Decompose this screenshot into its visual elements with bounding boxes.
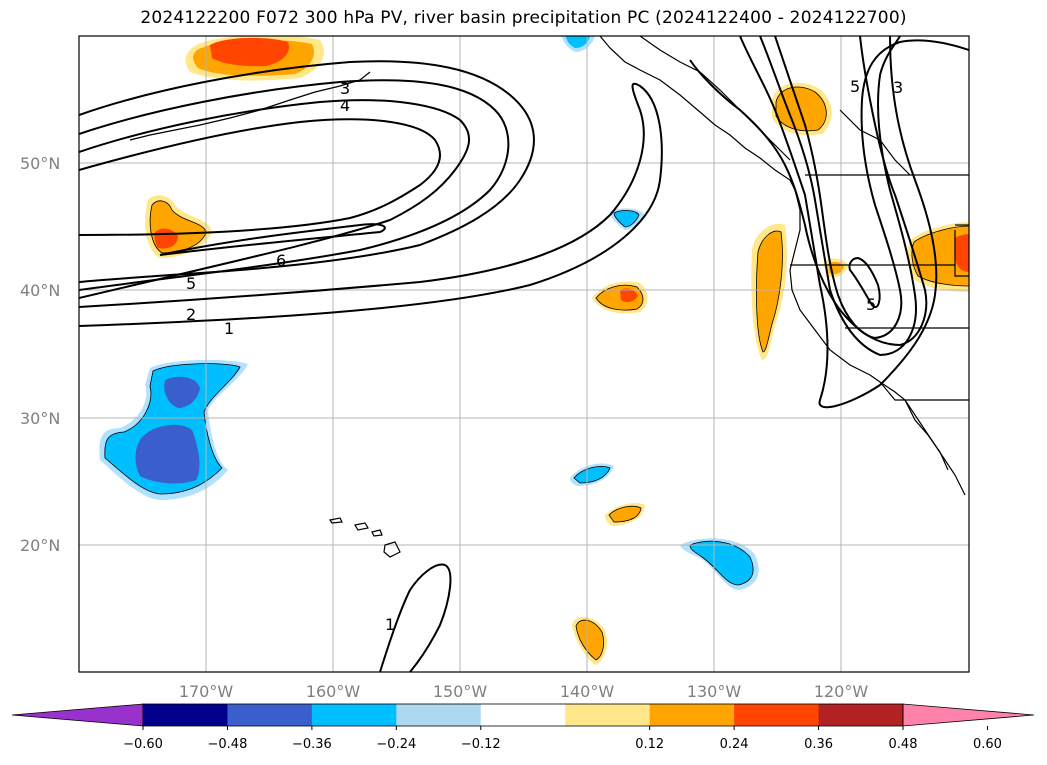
lon-label: 160°W <box>306 682 361 701</box>
lon-label: 130°W <box>687 682 742 701</box>
colorbar-tick-label: 0.12 <box>635 737 664 752</box>
contour-label: 3 <box>893 78 903 97</box>
colorbar-segment <box>565 704 651 726</box>
contour-label: 6 <box>276 251 286 270</box>
colorbar-tick-label: −0.60 <box>123 737 163 752</box>
lat-label: 30°N <box>20 409 60 428</box>
lon-label: 170°W <box>179 682 234 701</box>
lon-label: 120°W <box>814 682 869 701</box>
lon-label: 140°W <box>560 682 615 701</box>
lon-labels: 170°W 160°W 150°W 140°W 130°W 120°W <box>179 682 869 701</box>
lat-labels: 50°N 40°N 30°N 20°N <box>20 154 60 555</box>
colorbar-tick-label: −0.24 <box>376 737 416 752</box>
colorbar-tick-label: −0.36 <box>292 737 332 752</box>
pv-contours <box>79 36 969 672</box>
colorbar-segment <box>143 704 228 726</box>
colorbar-extension-low <box>11 703 144 727</box>
colorbar-segment <box>396 704 482 726</box>
colorbar-tick-label: 0.24 <box>720 737 749 752</box>
contour-label: 1 <box>385 615 395 634</box>
lat-label: 50°N <box>20 154 60 173</box>
colorbar-segment <box>227 704 313 726</box>
colorbar-segment <box>480 704 566 726</box>
lat-label: 40°N <box>20 281 60 300</box>
contour-label: 5 <box>866 295 876 314</box>
colorbar: −0.60 −0.48 −0.36 −0.24 −0.12 0.12 0.24 0.36 0.4… <box>11 703 1035 752</box>
contour-label: 5 <box>186 274 196 293</box>
contour-label: 2 <box>186 305 196 324</box>
map-area <box>79 36 969 672</box>
colorbar-tick-label: −0.48 <box>208 737 248 752</box>
colorbar-segment <box>734 704 820 726</box>
lat-label: 20°N <box>20 536 60 555</box>
colorbar-tick-label: 0.48 <box>889 737 918 752</box>
colorbar-tick-label: 0.36 <box>804 737 833 752</box>
precip-outlines <box>104 86 969 661</box>
colorbar-extension-high <box>902 703 1035 727</box>
colorbar-tick-label: −0.12 <box>461 737 501 752</box>
colorbar-segment <box>311 704 397 726</box>
colorbar-segment <box>818 704 904 726</box>
colorbar-outline <box>142 703 904 727</box>
contour-label: 5 <box>850 77 860 96</box>
map-title: 2024122200 F072 300 hPa PV, river basin … <box>140 8 907 28</box>
graticule <box>79 36 969 672</box>
pv-contour-labels: 1 2 5 6 4 3 5 3 5 1 <box>186 77 903 634</box>
contour-label: 4 <box>340 96 350 115</box>
colorbar-segment <box>649 704 735 726</box>
contour-label: 3 <box>340 79 350 98</box>
colorbar-tick-label: 0.60 <box>973 737 1002 752</box>
contour-label: 1 <box>224 319 234 338</box>
map-border <box>78 35 970 673</box>
lon-label: 150°W <box>433 682 488 701</box>
